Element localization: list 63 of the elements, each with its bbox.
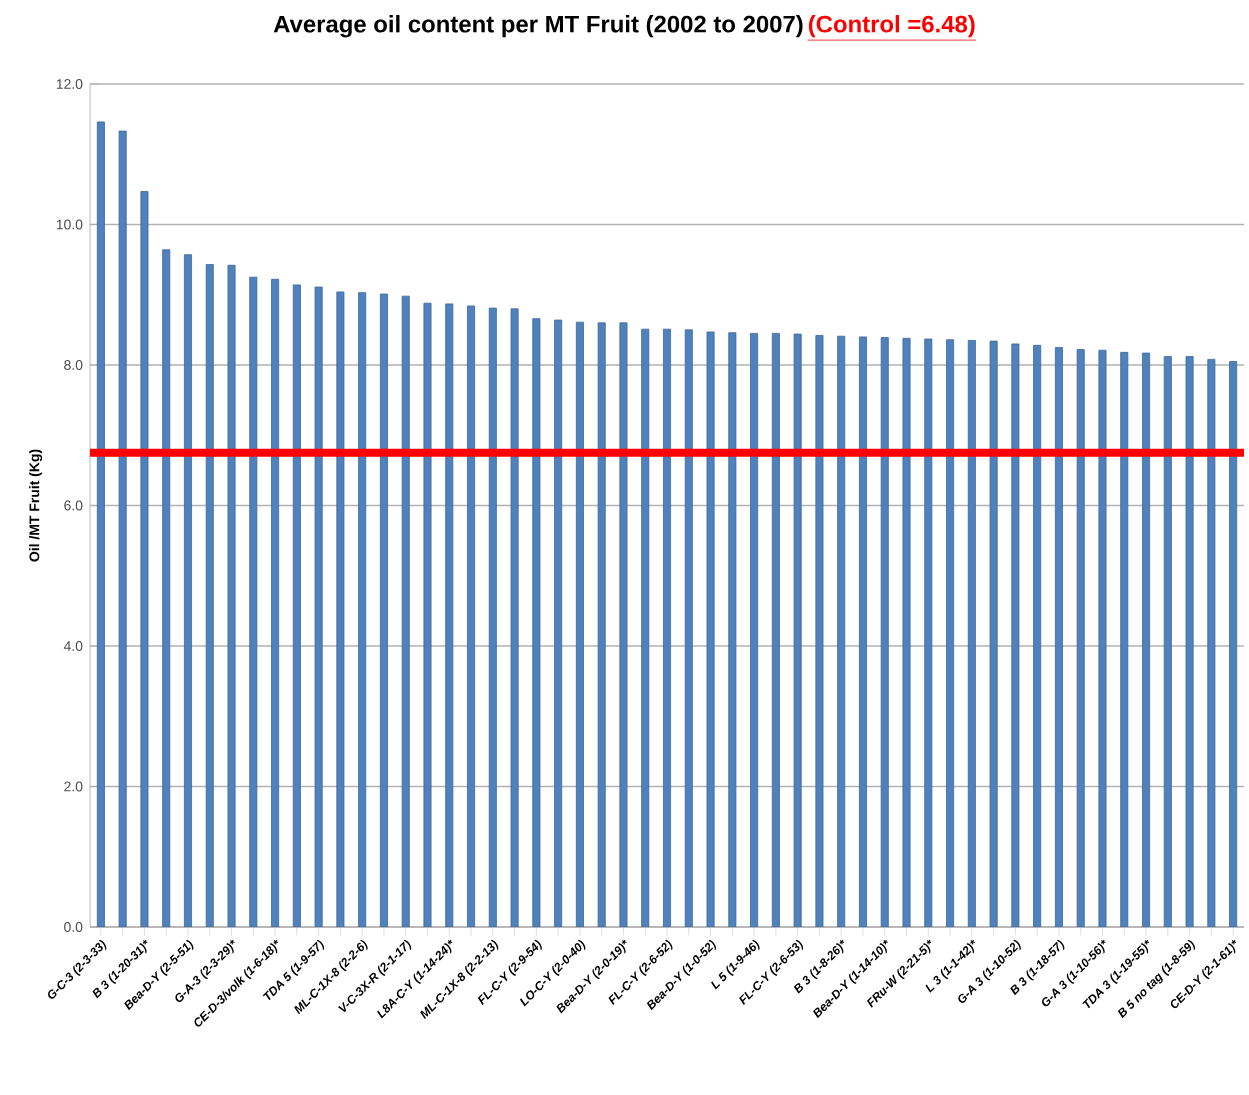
bar <box>1229 361 1238 927</box>
bar <box>183 254 192 927</box>
bar <box>750 332 759 927</box>
bar <box>771 332 780 927</box>
text: (Control =6.48) <box>808 15 975 38</box>
bar <box>336 291 345 927</box>
bar <box>946 339 955 927</box>
bar <box>510 308 519 927</box>
bar <box>728 332 737 927</box>
bar <box>249 276 258 927</box>
y-tick-label: 12.0 <box>56 79 83 89</box>
bar <box>663 328 671 927</box>
bar <box>597 322 606 927</box>
bar <box>1054 347 1063 927</box>
bar <box>924 338 933 927</box>
bar <box>205 264 214 927</box>
bar <box>1207 358 1216 927</box>
bar <box>1098 349 1107 927</box>
bar <box>1163 356 1172 927</box>
bar <box>1185 356 1194 927</box>
chart-title: Average oil content per MT Fruit (2002 to 2007) <box>273 15 803 38</box>
bar <box>837 335 846 927</box>
bar <box>96 121 105 927</box>
bar <box>1076 349 1085 927</box>
bar <box>467 305 476 927</box>
bar <box>162 249 171 927</box>
bar <box>118 130 127 927</box>
bar <box>902 337 911 927</box>
bar <box>1033 344 1042 927</box>
bar <box>989 340 998 927</box>
y-tick-label: 6.0 <box>64 500 83 511</box>
bar <box>488 307 497 927</box>
y-tick-label: 4.0 <box>63 641 83 651</box>
bar <box>532 318 541 927</box>
bar <box>379 293 388 927</box>
bar <box>292 284 301 927</box>
y-axis-title: Oil /MT Fruit (Kg) <box>29 449 43 562</box>
bar <box>641 328 650 927</box>
bar <box>575 321 584 927</box>
bar <box>445 303 454 927</box>
y-tick-label: 0.0 <box>64 922 83 932</box>
bar <box>684 329 693 927</box>
bar <box>271 278 280 927</box>
bar <box>554 319 563 927</box>
bar <box>358 292 367 927</box>
bar <box>967 340 976 927</box>
bar <box>1142 352 1151 927</box>
bar <box>1120 351 1129 927</box>
bar <box>423 302 432 927</box>
bar <box>401 295 410 927</box>
y-tick-label: 8.0 <box>64 360 83 370</box>
y-tick-label: 2.0 <box>64 781 83 792</box>
bar <box>880 337 889 927</box>
bar <box>793 333 802 927</box>
bar <box>1011 343 1020 927</box>
bar <box>140 191 149 927</box>
bar <box>815 335 824 927</box>
bar <box>706 331 715 927</box>
bar <box>227 264 236 927</box>
bar <box>619 322 628 927</box>
bar <box>314 286 323 927</box>
y-tick-label: 10.0 <box>56 219 83 230</box>
bar <box>858 336 867 927</box>
